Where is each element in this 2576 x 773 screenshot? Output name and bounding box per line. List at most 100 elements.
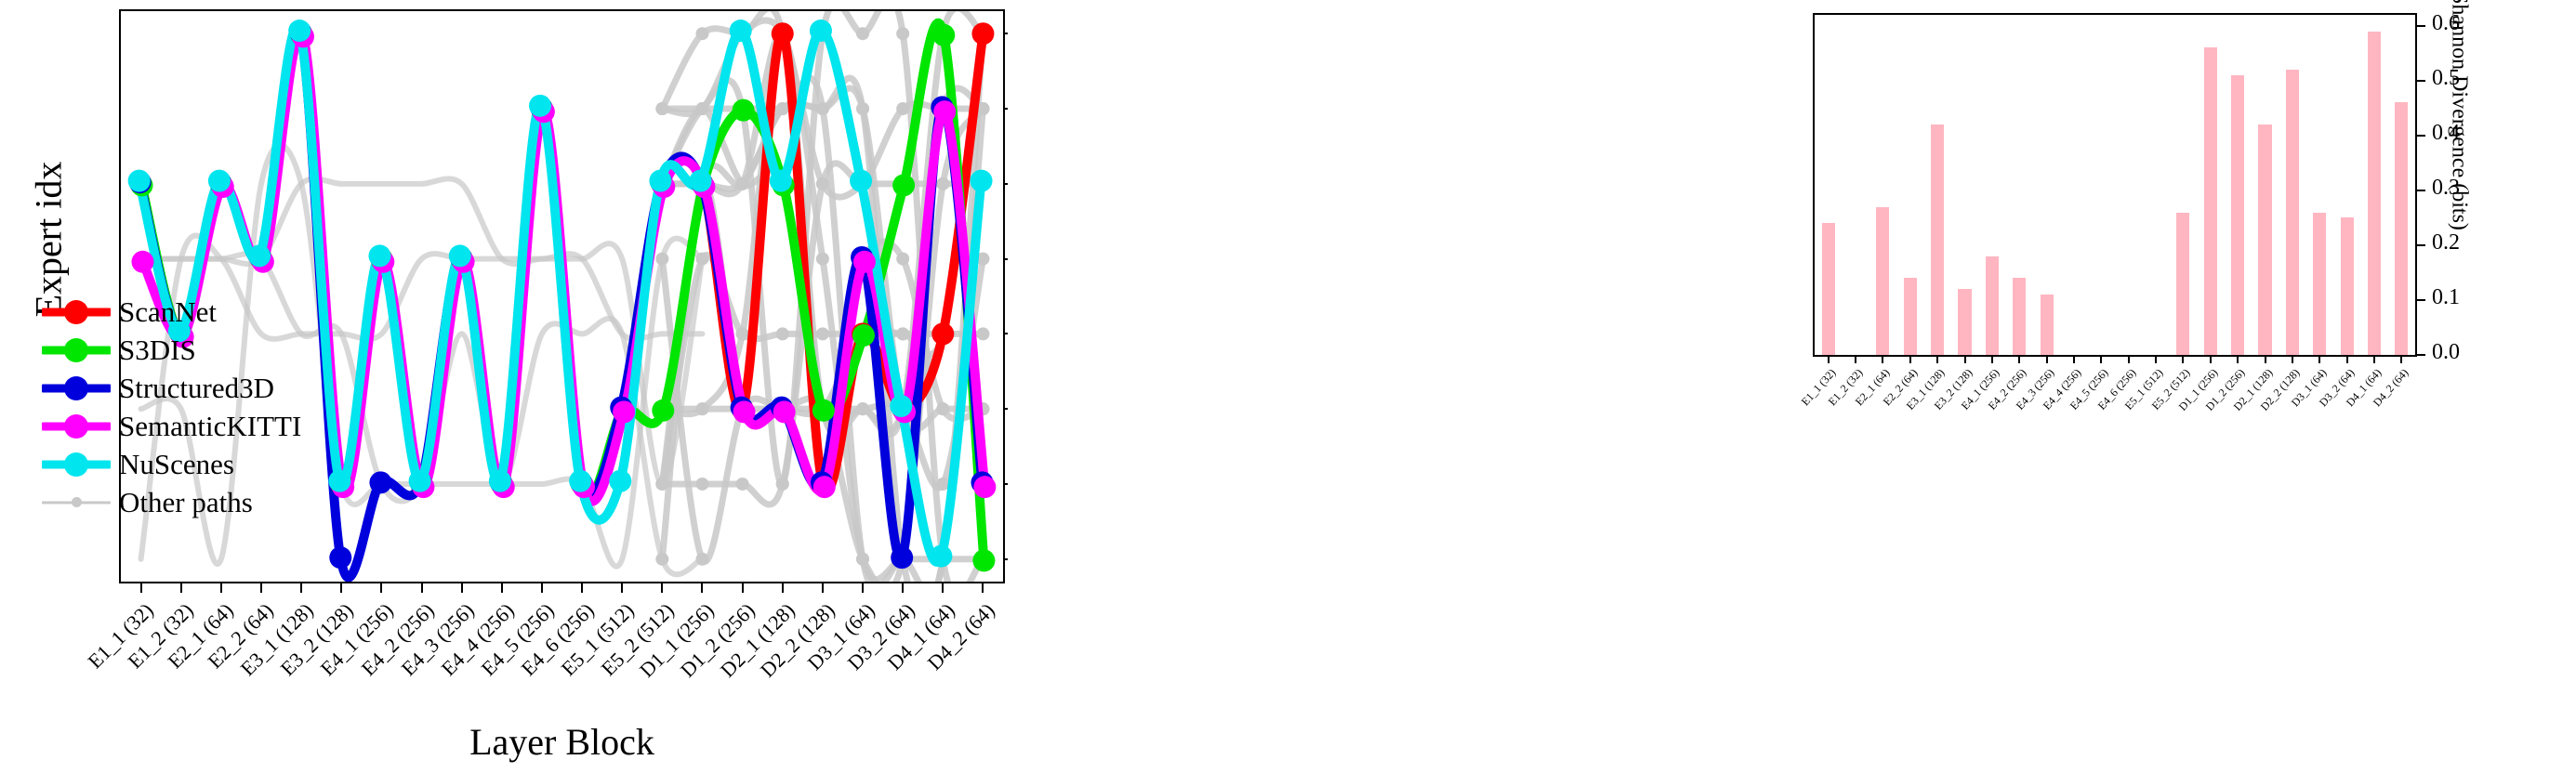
other-path-marker bbox=[655, 102, 669, 116]
left-x-tick-mark bbox=[460, 583, 463, 593]
legend-dot-icon bbox=[64, 452, 88, 477]
left-x-tick-mark bbox=[942, 583, 945, 593]
left-x-tick-mark bbox=[701, 583, 704, 593]
series-marker-semantickitti bbox=[933, 100, 957, 124]
legend-item[interactable]: ScanNet bbox=[42, 293, 288, 331]
routing-lines-svg bbox=[127, 11, 997, 582]
right-x-tick-mark bbox=[2264, 357, 2266, 363]
series-marker-nuscenes bbox=[167, 320, 191, 343]
left-x-tick-mark bbox=[540, 583, 543, 593]
legend-dot-icon bbox=[64, 337, 88, 362]
series-marker-nuscenes bbox=[689, 169, 712, 192]
other-path-marker bbox=[735, 327, 749, 341]
right-y-tick-label: 0.2 bbox=[2432, 229, 2460, 255]
left-x-tick-mark bbox=[902, 583, 905, 593]
right-x-tick-mark bbox=[1936, 357, 1939, 363]
left-plot-area bbox=[119, 9, 1005, 583]
legend-swatch-s3dis bbox=[42, 337, 111, 362]
expert-routing-panel: Expert idx 01234567 E1_1 (32)E1_2 (32)E2… bbox=[28, 9, 1008, 763]
series-marker-nuscenes bbox=[609, 469, 632, 492]
left-x-tick-mark bbox=[259, 583, 262, 593]
right-x-tick-mark bbox=[1909, 357, 1911, 363]
other-path-marker bbox=[775, 102, 789, 116]
other-path-marker bbox=[976, 327, 990, 341]
legend-swatch-nuscenes bbox=[42, 452, 111, 477]
right-y-tick-mark bbox=[2417, 24, 2425, 27]
left-x-tick-mark bbox=[982, 583, 984, 593]
other-path-marker bbox=[936, 177, 950, 190]
legend-item[interactable]: Other paths bbox=[42, 483, 288, 521]
right-x-tick-mark bbox=[2400, 357, 2403, 363]
right-y-tick-label: 0.4 bbox=[2432, 120, 2460, 145]
legend-item[interactable]: SemanticKITTI bbox=[42, 407, 301, 445]
right-x-tick-mark bbox=[1963, 357, 1966, 363]
legend-label: S3DIS bbox=[119, 334, 196, 366]
other-path-marker bbox=[735, 177, 749, 190]
right-y-tick-label: 0.6 bbox=[2432, 10, 2460, 35]
series-marker-semantickitti bbox=[613, 400, 636, 424]
series-marker-nuscenes bbox=[970, 169, 993, 192]
other-path-marker bbox=[856, 102, 870, 116]
bar bbox=[1958, 289, 1972, 355]
series-marker-nuscenes bbox=[288, 20, 311, 43]
other-path-marker bbox=[775, 477, 789, 491]
other-path-marker bbox=[775, 327, 789, 341]
other-path-marker bbox=[815, 102, 829, 116]
right-x-tick-mark bbox=[2318, 357, 2321, 363]
bar bbox=[1821, 223, 1835, 355]
right-x-tick-mark bbox=[2155, 357, 2158, 363]
left-x-tick-mark bbox=[661, 583, 664, 593]
bar bbox=[1876, 206, 1890, 355]
right-x-tick-mark bbox=[2045, 357, 2048, 363]
series-marker-nuscenes bbox=[569, 469, 592, 492]
series-marker-nuscenes bbox=[368, 244, 391, 268]
right-x-tick-mark bbox=[1855, 357, 1857, 363]
jsd-panel: 0.0 0.1 0.2 0.3 0.4 0.5 0.6 Jensen-Shannon Div… bbox=[1748, 0, 2576, 769]
left-x-tick-mark bbox=[420, 583, 423, 593]
other-path-marker bbox=[976, 252, 990, 266]
left-x-axis-label: Layer Block bbox=[469, 721, 654, 763]
series-marker-nuscenes bbox=[127, 169, 151, 192]
series-marker-nuscenes bbox=[328, 469, 351, 492]
other-path-marker bbox=[976, 102, 990, 116]
legend-item[interactable]: S3DIS bbox=[42, 331, 288, 369]
legend-swatch-structured3d bbox=[42, 375, 111, 400]
legend-label: SemanticKITTI bbox=[119, 410, 302, 442]
legend-dot-icon bbox=[71, 497, 82, 507]
left-x-tick-mark bbox=[300, 583, 303, 593]
series-marker-structured3d bbox=[891, 546, 914, 570]
legend-label: NuScenes bbox=[119, 448, 234, 480]
left-x-tick-mark bbox=[179, 583, 182, 593]
bar bbox=[2258, 124, 2272, 355]
series-marker-semantickitti bbox=[733, 400, 756, 424]
other-path-marker bbox=[735, 477, 749, 491]
bar bbox=[2395, 102, 2409, 355]
other-path-marker bbox=[856, 552, 870, 566]
left-x-tick-mark bbox=[781, 583, 784, 593]
series-marker-nuscenes bbox=[488, 469, 511, 492]
bar bbox=[1985, 255, 1999, 355]
left-x-tick-mark bbox=[862, 583, 865, 593]
left-x-tick-mark bbox=[621, 583, 624, 593]
series-marker-nuscenes bbox=[729, 20, 752, 43]
legend-label: ScanNet bbox=[119, 295, 218, 328]
legend-item[interactable]: NuScenes bbox=[42, 445, 288, 483]
right-y-tick-label: 0.3 bbox=[2432, 175, 2460, 200]
right-x-tick-mark bbox=[2372, 357, 2375, 363]
other-path-marker bbox=[896, 327, 910, 341]
series-marker-scannet bbox=[971, 22, 995, 46]
legend-item[interactable]: Structured3D bbox=[42, 369, 288, 407]
other-path-marker bbox=[896, 252, 910, 266]
left-x-tick-mark bbox=[219, 583, 222, 593]
bar bbox=[2231, 74, 2245, 355]
other-path-marker bbox=[695, 102, 709, 116]
bar bbox=[2013, 278, 2027, 355]
bar bbox=[2040, 295, 2054, 355]
legend-swatch-semantickitti bbox=[42, 413, 111, 439]
legend-dot-icon bbox=[64, 413, 88, 439]
series-marker-nuscenes bbox=[408, 469, 431, 492]
other-path-marker bbox=[936, 402, 950, 416]
series-marker-s3dis bbox=[732, 98, 755, 122]
series-marker-nuscenes bbox=[850, 169, 873, 192]
other-path-marker bbox=[896, 102, 910, 116]
